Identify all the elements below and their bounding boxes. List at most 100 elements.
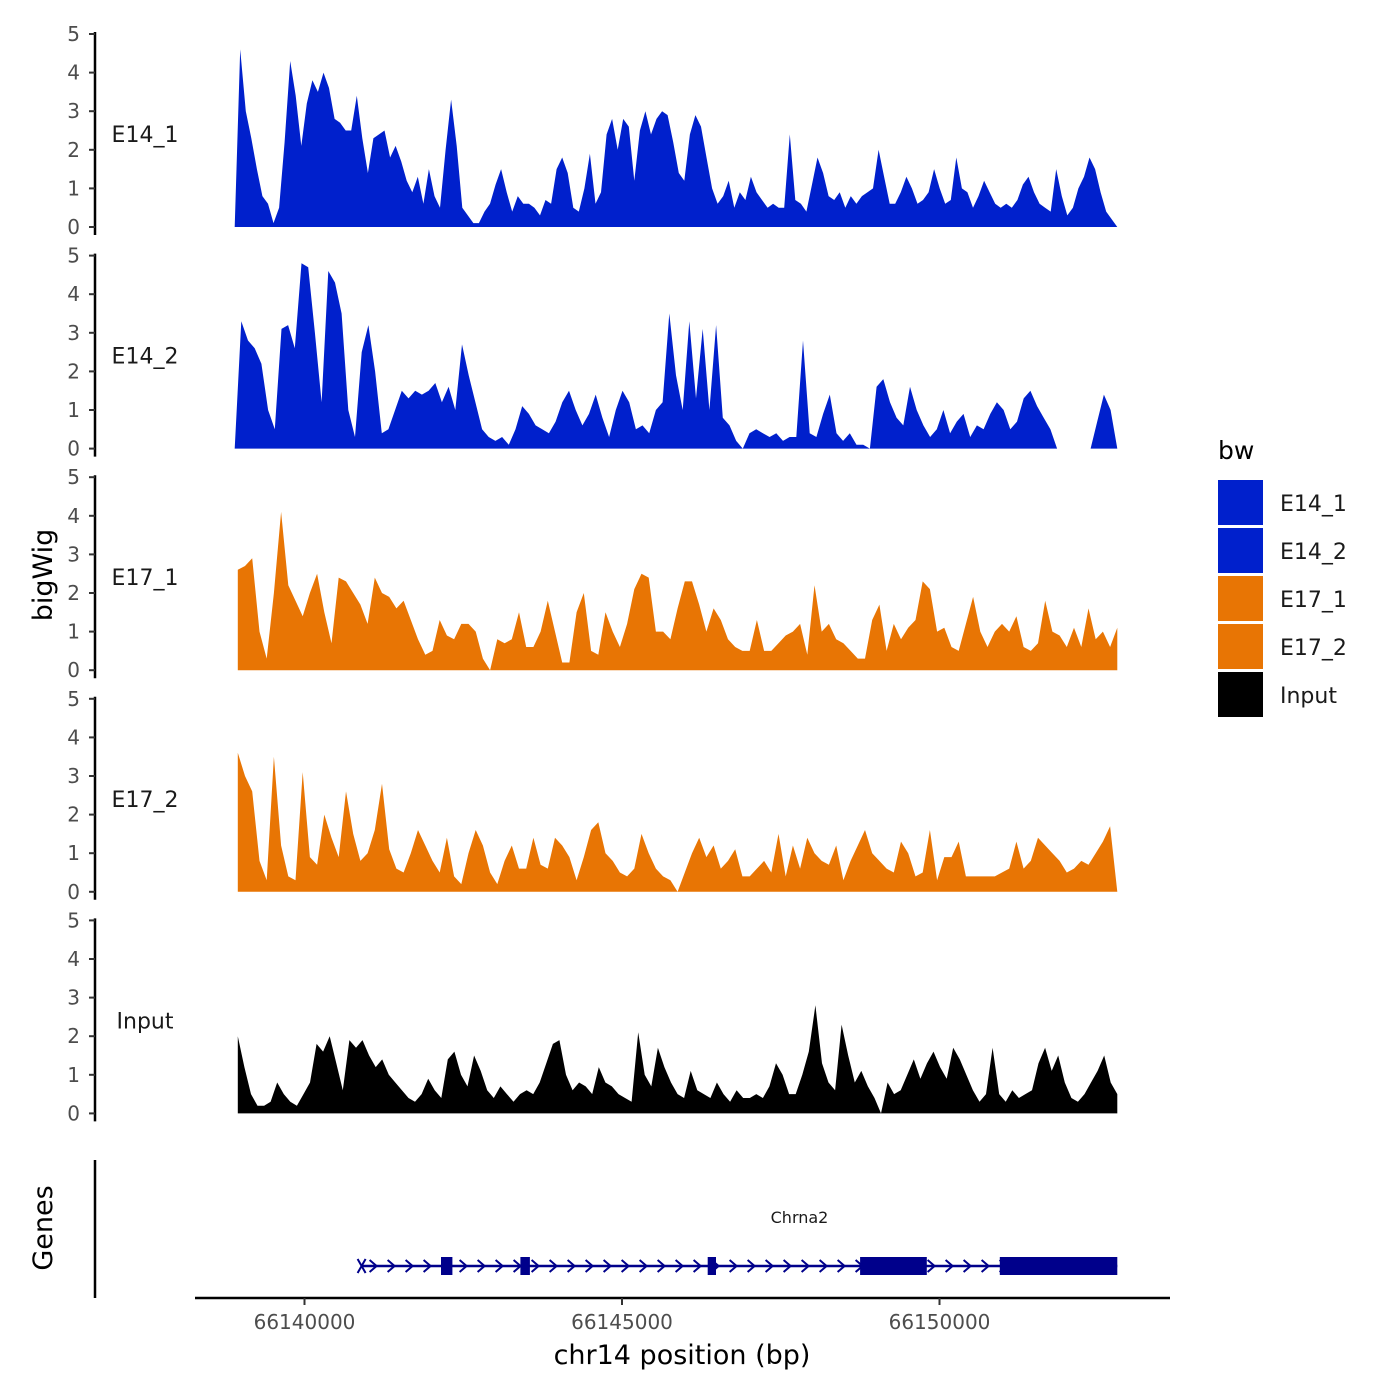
strand-arrow [692, 1259, 703, 1273]
track-panel-Input: 0 1 2 3 4 5 Input [67, 908, 1118, 1125]
x-tick-label: 66150000 [889, 1310, 991, 1334]
gene-exon [860, 1257, 927, 1275]
y-tick-label: 4 [67, 947, 80, 971]
strand-arrow [800, 1259, 811, 1273]
y-tick-label: 5 [67, 22, 80, 46]
y-tick-label: 5 [67, 244, 80, 268]
track-panel-E17_1: 0 1 2 3 4 5 E17_1 [67, 465, 1118, 682]
y-tick-label: 3 [67, 321, 80, 345]
x-axis: 66140000 66145000 66150000 [195, 1296, 1170, 1334]
strand-arrow [674, 1259, 685, 1273]
track-area-E17_1 [237, 511, 1118, 671]
y-tick-label: 2 [67, 138, 80, 162]
strand-arrow [818, 1259, 829, 1273]
legend-swatch-E17_2 [1218, 624, 1263, 669]
strand-arrow [404, 1259, 415, 1273]
gene-start-marker [356, 1258, 367, 1274]
strand-arrow [368, 1259, 379, 1273]
legend-swatch-E14_1 [1218, 480, 1263, 525]
track-panel-E14_1: 0 1 2 3 4 5 E14_1 [67, 22, 1118, 239]
legend-swatch-E17_1 [1218, 576, 1263, 621]
track-panel-E14_2: 0 1 2 3 4 5 E14_2 [67, 244, 1118, 461]
y-tick-label: 2 [67, 581, 80, 605]
strand-arrow [980, 1259, 991, 1273]
strand-arrow [602, 1259, 613, 1273]
x-axis-title: chr14 position (bp) [554, 1340, 811, 1371]
track-area-E17_2 [237, 752, 1118, 892]
y-tick-label: 0 [67, 880, 80, 904]
y-tick-label: 4 [67, 61, 80, 85]
gene-exon [441, 1257, 453, 1275]
y-tick-label: 5 [67, 908, 80, 932]
y-tick-label: 1 [67, 176, 80, 200]
y-tick-label: 0 [67, 215, 80, 239]
legend-title: bw [1218, 436, 1254, 465]
y-tick-label: 5 [67, 465, 80, 489]
track-area-E14_2 [234, 263, 1118, 449]
legend-label: Input [1280, 684, 1337, 709]
strand-arrow [620, 1259, 631, 1273]
legend-swatch-Input [1218, 672, 1263, 717]
strand-arrow [530, 1259, 541, 1273]
x-tick-label: 66140000 [254, 1310, 356, 1334]
y-tick-label: 0 [67, 658, 80, 682]
legend-label: E17_1 [1280, 588, 1347, 613]
y-tick-label: 4 [67, 504, 80, 528]
genes-axis-title: Genes [28, 1185, 59, 1270]
strand-arrow [638, 1259, 649, 1273]
strand-arrow [386, 1259, 397, 1273]
track-label: E17_2 [112, 788, 179, 813]
y-tick-label: 4 [67, 282, 80, 306]
gene-exon [999, 1257, 1118, 1275]
y-tick-label: 1 [67, 841, 80, 865]
strand-arrow [962, 1259, 973, 1273]
x-tick-label: 66145000 [571, 1310, 673, 1334]
strand-arrow [476, 1259, 487, 1273]
y-tick-label: 2 [67, 1024, 80, 1048]
y-tick-label: 5 [67, 687, 80, 711]
strand-arrow [926, 1259, 937, 1273]
track-area-Input [237, 1005, 1118, 1114]
legend-label: E14_1 [1280, 492, 1347, 517]
tracks-layer: 0 1 2 3 4 5 E14_1 0 1 2 3 4 5 E14_2 0 1 2 3 4 5 E17_1 0 1 2 3 4 5 E… [67, 22, 1118, 1125]
y-tick-label: 3 [67, 99, 80, 123]
y-tick-label: 2 [67, 359, 80, 383]
strand-arrow [566, 1259, 577, 1273]
genes-layer: Chrna2 [93, 1160, 1118, 1298]
track-panel-E17_2: 0 1 2 3 4 5 E17_2 [67, 687, 1118, 904]
y-tick-label: 4 [67, 725, 80, 749]
track-label: E17_1 [112, 566, 179, 591]
y-tick-label: 3 [67, 986, 80, 1010]
strand-arrow [494, 1259, 505, 1273]
strand-arrow [656, 1259, 667, 1273]
strand-arrow [728, 1259, 739, 1273]
y-tick-label: 3 [67, 764, 80, 788]
track-label: E14_2 [112, 345, 179, 370]
gene-exon [520, 1257, 530, 1275]
strand-arrow [458, 1259, 469, 1273]
y-tick-label: 1 [67, 620, 80, 644]
strand-arrow [836, 1259, 847, 1273]
y-tick-label: 1 [67, 398, 80, 422]
y-axis-title: bigWig [28, 529, 59, 622]
gene-exon [707, 1257, 716, 1275]
strand-arrow [944, 1259, 955, 1273]
y-tick-label: 2 [67, 803, 80, 827]
y-tick-label: 1 [67, 1063, 80, 1087]
strand-arrow [422, 1259, 433, 1273]
track-area-E14_1 [234, 49, 1118, 228]
strand-arrow [782, 1259, 793, 1273]
gene-Chrna2: Chrna2 [356, 1208, 1118, 1275]
strand-arrow [584, 1259, 595, 1273]
y-tick-label: 0 [67, 437, 80, 461]
strand-arrow [746, 1259, 757, 1273]
track-label: E14_1 [112, 123, 179, 148]
strand-arrow [764, 1259, 775, 1273]
gene-name-label: Chrna2 [771, 1208, 829, 1227]
legend: bw E14_1 E14_2 E17_1 E17_2 Input [1218, 436, 1347, 717]
y-tick-label: 0 [67, 1101, 80, 1125]
legend-label: E17_2 [1280, 636, 1347, 661]
legend-label: E14_2 [1280, 540, 1347, 565]
track-label: Input [117, 1009, 174, 1034]
